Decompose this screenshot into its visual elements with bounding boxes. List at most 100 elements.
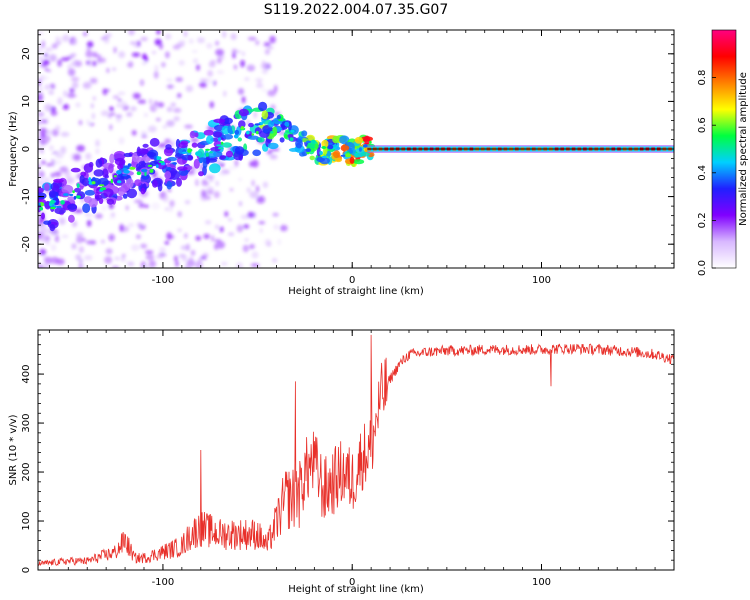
spectrogram-core-blob bbox=[63, 193, 69, 197]
spectrogram-noise-blob bbox=[200, 189, 207, 198]
spectrogram-ridge-blob bbox=[48, 190, 57, 199]
spectrogram-noise-blob bbox=[150, 128, 157, 132]
spectrogram-core-blob bbox=[157, 156, 162, 160]
spectrogram-noise-blob bbox=[219, 226, 224, 233]
spectrogram-noise-blob bbox=[177, 93, 182, 98]
spectrogram-noise-blob bbox=[85, 50, 94, 58]
spectrogram-ridge-blob bbox=[354, 136, 364, 144]
colorbar-tick-label: 0.0 bbox=[697, 260, 708, 276]
spectrogram-noise-blob bbox=[50, 256, 59, 265]
spectrogram-noise-blob bbox=[234, 159, 239, 168]
spectrogram-noise-blob bbox=[92, 60, 97, 67]
colorbar-tick-label: 0.6 bbox=[697, 117, 708, 133]
spectrogram-noise-blob bbox=[193, 58, 199, 64]
spectrogram-noise-blob bbox=[236, 224, 244, 233]
spectrogram-ridge-blob bbox=[123, 152, 133, 158]
spectrogram-noise-blob bbox=[258, 221, 266, 225]
spectrogram-noise-blob bbox=[247, 36, 257, 41]
spectrogram-noise-blob bbox=[51, 151, 59, 155]
spectrogram-noise-blob bbox=[267, 89, 276, 97]
spectrogram-ridge-blob bbox=[167, 156, 178, 162]
spectrogram-noise-blob bbox=[137, 99, 147, 104]
spectrogram-ridge-blob bbox=[213, 131, 222, 138]
spectrogram-noise-blob bbox=[120, 101, 128, 108]
spectrogram-ridge-blob bbox=[84, 196, 92, 204]
spectrogram-ridge-blob bbox=[166, 180, 172, 190]
spectrogram-noise-blob bbox=[118, 51, 126, 59]
spectrogram-core-blob bbox=[319, 151, 323, 155]
spectrogram-noise-blob bbox=[89, 77, 98, 84]
spectrogram-noise-blob bbox=[213, 191, 220, 199]
spectrogram-noise-blob bbox=[184, 124, 193, 129]
spectrogram-noise-blob bbox=[51, 43, 58, 49]
spectrogram-ridge-blob bbox=[295, 138, 303, 149]
spectrogram-noise-blob bbox=[82, 31, 88, 37]
spectrogram-core-blob bbox=[56, 205, 62, 209]
spectrogram-ridge-blob bbox=[109, 153, 115, 164]
spectrogram-noise-blob bbox=[131, 244, 140, 252]
spectrogram-noise-blob bbox=[224, 211, 229, 217]
spectrogram-noise-blob bbox=[269, 35, 276, 44]
spectrogram-noise-blob bbox=[158, 143, 167, 149]
spectrogram-noise-blob bbox=[228, 165, 237, 170]
spectrogram-noise-blob bbox=[156, 30, 161, 35]
spectrogram-core-blob bbox=[345, 153, 351, 158]
spectrogram-ridge-blob bbox=[248, 122, 254, 128]
spectrogram-noise-blob bbox=[40, 224, 49, 233]
spectrogram-ridge-blob bbox=[349, 156, 355, 164]
spectrogram-ridge-blob bbox=[49, 224, 56, 232]
spectrogram-noise-blob bbox=[45, 242, 51, 246]
spectrogram-ridge-blob bbox=[93, 169, 104, 177]
spectrogram-core-blob bbox=[73, 195, 77, 200]
spectrogram-ridge-blob bbox=[149, 137, 160, 147]
spectrogram-noise-blob bbox=[220, 163, 225, 167]
x-tick-label: 100 bbox=[532, 577, 551, 588]
spectrogram-core-blob bbox=[328, 142, 333, 145]
spectrogram-noise-blob bbox=[253, 111, 257, 119]
spectrogram-noise-blob bbox=[166, 232, 172, 241]
spectrogram-core-blob bbox=[50, 199, 55, 205]
spectrogram-core-blob bbox=[311, 139, 316, 144]
spectrogram-core-blob bbox=[110, 178, 114, 184]
spectrogram-ridge-blob bbox=[137, 148, 149, 154]
spectrogram-noise-blob bbox=[267, 45, 274, 50]
spectrogram-ridge-blob bbox=[309, 155, 315, 161]
spectrogram-ridge-blob bbox=[223, 117, 233, 125]
spectrogram-noise-blob bbox=[88, 122, 95, 127]
spectrogram-ridge-blob bbox=[54, 207, 66, 215]
spectrogram-noise-blob bbox=[46, 163, 53, 167]
spectrogram-noise-blob bbox=[215, 180, 219, 187]
spectrogram-core-blob bbox=[340, 154, 346, 157]
spectrogram-ridge-blob bbox=[261, 110, 269, 120]
spectrogram-core-blob bbox=[289, 137, 294, 142]
colorbar-gradient bbox=[711, 29, 737, 269]
spectrogram-noise-blob bbox=[69, 87, 75, 94]
spectrogram-noise-blob bbox=[144, 250, 154, 255]
spectrogram-y-label: Frequency (Hz) bbox=[8, 111, 19, 187]
spectrogram-core-blob bbox=[182, 151, 187, 154]
spectrogram-noise-blob bbox=[82, 81, 92, 89]
spectrogram-ridge-blob bbox=[247, 135, 259, 140]
spectrogram-noise-blob bbox=[247, 64, 254, 69]
spectrogram-core-blob bbox=[284, 134, 288, 139]
spectrogram-noise-blob bbox=[169, 200, 175, 207]
spectrogram-noise-blob bbox=[263, 42, 271, 47]
spectrogram-noise-blob bbox=[230, 33, 237, 41]
snr-panel: -100 0 100 0 100 200 300 400 Height of straigh… bbox=[8, 329, 675, 595]
spectrogram-core-blob bbox=[220, 141, 224, 145]
spectrogram-noise-blob bbox=[76, 144, 85, 152]
spectrogram-ridge-blob bbox=[191, 142, 198, 148]
spectrogram-noise-blob bbox=[229, 188, 234, 192]
spectrogram-ridge-blob bbox=[279, 137, 285, 143]
spectrogram-noise-blob bbox=[256, 195, 266, 204]
spectrogram-noise-blob bbox=[247, 211, 256, 218]
spectrogram-noise-blob bbox=[127, 261, 135, 267]
spectrogram-noise-blob bbox=[227, 232, 235, 236]
spectrogram-noise-blob bbox=[237, 88, 245, 95]
spectrogram-noise-blob bbox=[91, 112, 95, 120]
spectrogram-noise-blob bbox=[177, 211, 182, 218]
spectrogram-ridge-blob bbox=[252, 149, 262, 157]
spectrogram-noise-blob bbox=[57, 150, 62, 157]
spectrogram-core-blob bbox=[122, 167, 128, 171]
spectrogram-ridge-blob bbox=[237, 137, 242, 142]
